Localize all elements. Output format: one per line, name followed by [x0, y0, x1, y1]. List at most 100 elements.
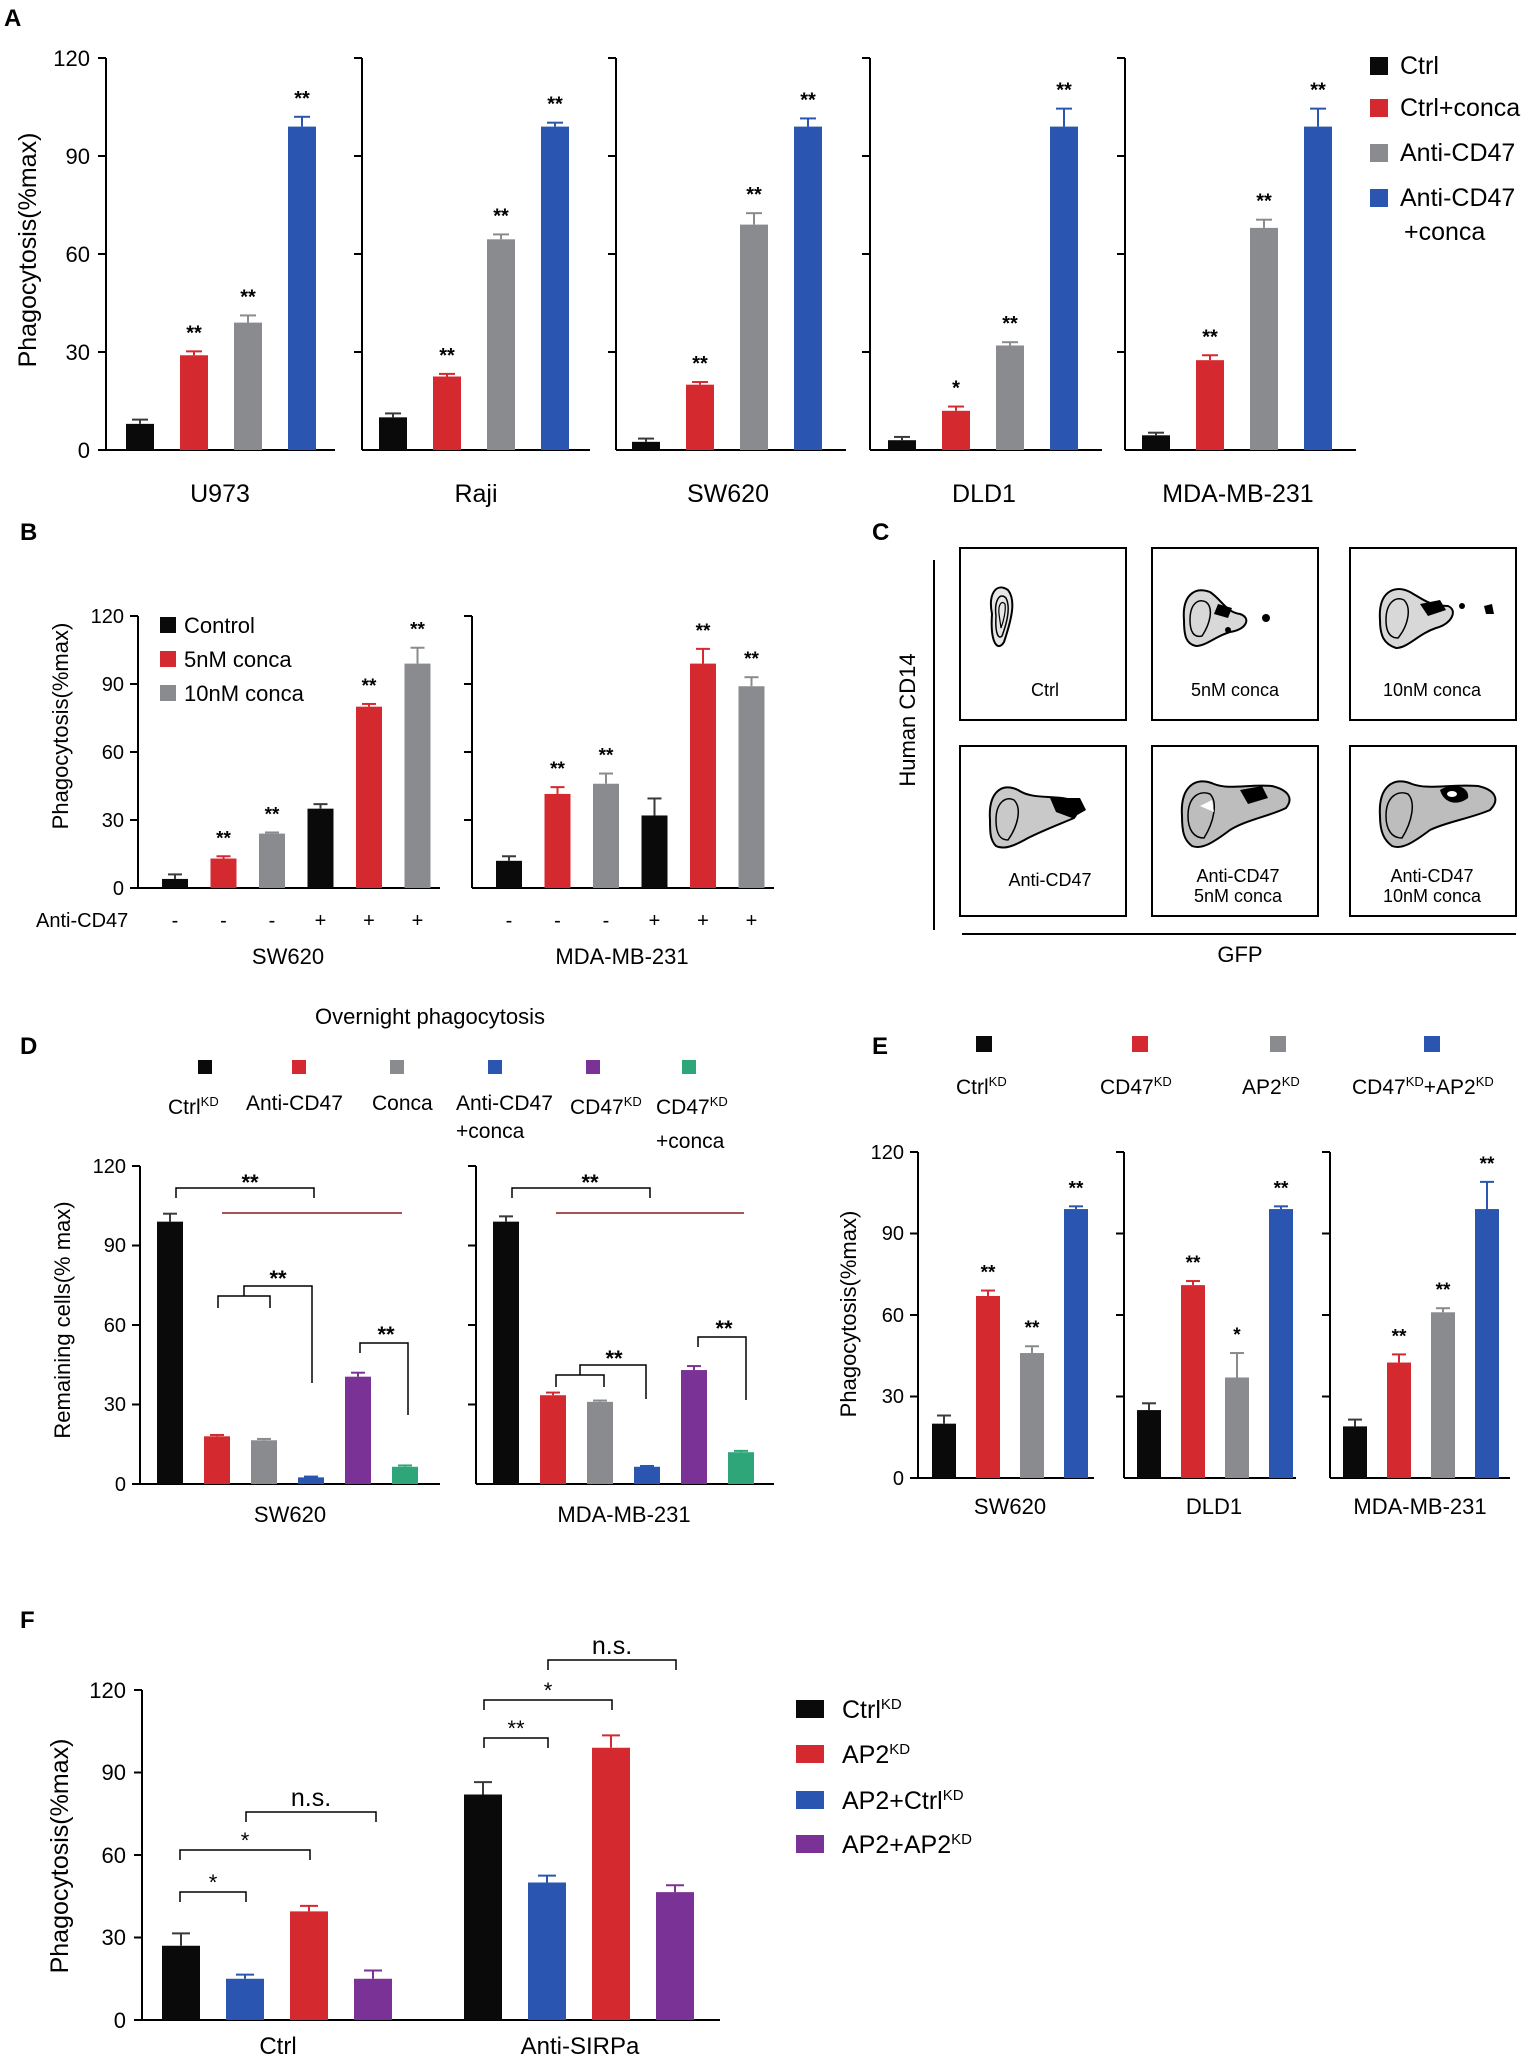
legend-label: Anti-CD47 [1400, 184, 1515, 212]
panel-b-ytick: 0 [113, 878, 124, 900]
sig-label: * [241, 1828, 250, 1853]
panel-b-treatment-marks: Anti-CD47 - - - + + + - - - + + + [36, 910, 757, 932]
panel-label-b: B [20, 519, 37, 546]
bar [656, 1892, 694, 2020]
panel-d-xlabel: SW620 [254, 1502, 326, 1527]
panel-b-ytick: 90 [102, 674, 124, 696]
panel-a-ytick: 30 [66, 340, 90, 365]
flow-plot: 5nM conca [1151, 547, 1319, 721]
panel-a-xlabel: MDA-MB-231 [1162, 480, 1313, 508]
bar [1304, 126, 1332, 450]
legend-swatch [292, 1060, 306, 1074]
sig-label: ** [1186, 1253, 1201, 1274]
panel-f-ytick: 0 [114, 2008, 126, 2033]
flow-density-shape [1378, 588, 1494, 650]
flow-plot-label: Anti-CD47 [1008, 870, 1091, 890]
legend-swatch [796, 1835, 824, 1853]
panel-e: E CtrlKD CD47KD AP2KD CD47KD+AP2KD Phago… [836, 1033, 1510, 1519]
bar [996, 345, 1024, 450]
sig-label: ** [240, 286, 256, 308]
panel-a-ylabel: Phagocytosis(%max) [14, 133, 42, 368]
bar [1050, 126, 1078, 450]
sig-label: * [1233, 1325, 1241, 1346]
sig-label: ** [696, 621, 711, 642]
panel-e-ytick: 30 [882, 1386, 904, 1408]
panel-c: C Human CD14 GFP Ctrl 5nM conca [872, 519, 1517, 967]
panel-label-e: E [872, 1033, 888, 1060]
sig-label: * [952, 378, 960, 400]
bar [162, 878, 188, 888]
sig-label: ** [1069, 1178, 1084, 1199]
panel-b-treatment-label: Anti-CD47 [36, 910, 128, 932]
flow-density-shape [1182, 589, 1270, 648]
bar [298, 1477, 324, 1484]
sig-label: ** [692, 353, 708, 375]
panel-a-xlabels: U973 Raji SW620 DLD1 MDA-MB-231 [190, 480, 1314, 508]
bar [1250, 227, 1278, 450]
legend-swatch [1370, 99, 1388, 117]
flow-density-shape [990, 586, 1014, 648]
legend-label: AP2KD [842, 1741, 910, 1769]
legend-swatch [160, 617, 176, 633]
panel-e-ytick: 120 [871, 1142, 904, 1164]
legend-label: Anti-CD47 [456, 1092, 553, 1115]
sig-label: ** [265, 804, 280, 825]
panel-d-ytick: 30 [104, 1394, 126, 1416]
panel-f-ytick: 120 [89, 1678, 126, 1703]
panel-f-bars [162, 1734, 694, 2020]
treatment-mark: + [697, 910, 709, 932]
bar [496, 860, 522, 888]
panel-d-ytick: 60 [104, 1315, 126, 1337]
sig-label: ** [1002, 313, 1018, 335]
legend-label: Ctrl+conca [1400, 94, 1520, 122]
sig-label: ** [605, 1346, 623, 1371]
panel-d-sig-labels: ** ** ** ** ** ** [241, 1170, 733, 1371]
sig-label: ** [493, 205, 509, 227]
legend-swatch [586, 1060, 600, 1074]
panel-f-brackets [179, 1659, 677, 1902]
bar [740, 224, 768, 450]
legend-swatch [796, 1700, 824, 1718]
bar [540, 1395, 566, 1484]
bar [686, 384, 714, 450]
bar [288, 126, 316, 450]
bar [634, 1466, 660, 1484]
legend-label: CD47KD [1100, 1074, 1172, 1099]
panel-b-ytick: 120 [91, 606, 124, 628]
bar [738, 686, 765, 888]
legend-label: 10nM conca [184, 681, 305, 706]
treatment-mark: + [412, 910, 424, 932]
panel-e-ytick: 90 [882, 1223, 904, 1245]
panel-e-ytick: 60 [882, 1305, 904, 1327]
sig-label: ** [410, 620, 425, 641]
legend-label: AP2+AP2KD [842, 1831, 972, 1859]
flow-plot-label: Anti-CD47 [1196, 866, 1279, 886]
bar [210, 858, 237, 888]
sig-label: ** [294, 88, 310, 110]
panel-f-ylabel: Phagocytosis(%max) [46, 1739, 74, 1974]
panel-f-ytick: 60 [102, 1843, 126, 1868]
panel-f-ytick: 90 [102, 1760, 126, 1785]
panel-a-xlabel: Raji [454, 480, 497, 508]
panel-b: B Phagocytosis(%max) 120 90 60 30 0 ****… [20, 519, 774, 969]
legend-label: CD47KD+AP2KD [1352, 1074, 1494, 1099]
legend-swatch [1424, 1036, 1440, 1052]
legend-swatch [1370, 57, 1388, 75]
flow-plot: Anti-CD47 10nM conca [1349, 745, 1517, 917]
panel-f: F Phagocytosis(%max) 120 90 60 30 0 * * … [20, 1607, 972, 2057]
bar [433, 376, 461, 450]
legend-label: Anti-CD47 [1400, 139, 1515, 167]
bar [1387, 1362, 1411, 1478]
bar [593, 783, 619, 888]
bar [1020, 1353, 1044, 1478]
sig-label: ** [439, 345, 455, 367]
legend-label: Anti-CD47 [246, 1092, 343, 1115]
flow-plot-label: 10nM conca [1383, 680, 1482, 700]
panel-e-bars: ***************** [932, 1154, 1499, 1478]
panel-d-ylabel: Remaining cells(% max) [50, 1201, 75, 1438]
sig-label: ** [1056, 80, 1072, 102]
sig-label: ** [377, 1322, 395, 1347]
flow-plot: Ctrl [959, 547, 1127, 721]
legend-label: Conca [372, 1092, 433, 1115]
panel-a-xlabel: U973 [190, 480, 250, 508]
